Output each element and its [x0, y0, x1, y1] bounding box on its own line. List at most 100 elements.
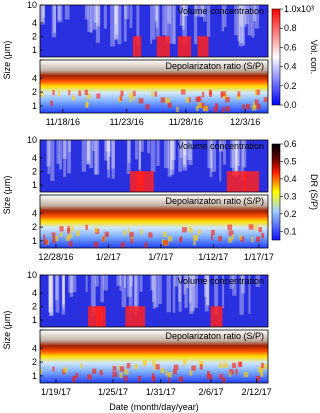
- texture: [52, 238, 56, 244]
- texture: [151, 275, 155, 302]
- texture: [221, 107, 225, 113]
- texture: [180, 89, 186, 95]
- texture: [144, 242, 148, 248]
- texture: [151, 91, 154, 97]
- colorbar-tick-label: 0.8: [284, 23, 297, 33]
- vol-field: [40, 5, 268, 57]
- texture: [182, 140, 186, 165]
- texture: [214, 103, 219, 109]
- texture: [140, 229, 143, 235]
- x-tick-label: 1/17/17: [244, 252, 274, 262]
- texture: [117, 5, 122, 45]
- x-tick-label: 2/6/17: [198, 387, 223, 397]
- y-tick-label: 2: [32, 166, 37, 176]
- texture: [40, 91, 44, 97]
- texture: [239, 275, 244, 315]
- texture: [239, 5, 244, 27]
- y-tick-label: 10: [27, 0, 37, 10]
- texture: [104, 140, 109, 161]
- texture: [183, 5, 189, 17]
- dr-field: [40, 60, 268, 113]
- texture: [197, 36, 209, 57]
- texture: [148, 232, 153, 238]
- texture: [167, 102, 172, 108]
- texture: [199, 5, 204, 18]
- texture: [235, 369, 238, 375]
- texture: [228, 230, 234, 236]
- texture: [136, 171, 154, 192]
- x-axis-label: Date (month/day/year): [109, 402, 199, 412]
- texture: [189, 228, 193, 234]
- texture: [211, 229, 215, 236]
- texture: [174, 275, 178, 287]
- texture: [182, 140, 187, 168]
- texture: [133, 90, 136, 97]
- texture: [255, 275, 261, 288]
- texture: [254, 99, 259, 105]
- texture: [112, 365, 117, 372]
- colorbar-tick-label: 0.2: [284, 81, 297, 91]
- texture: [230, 140, 235, 169]
- texture: [139, 275, 143, 292]
- panel-title: Depolarizaton ratio (S/P): [165, 196, 264, 206]
- texture: [197, 96, 202, 102]
- texture: [183, 275, 186, 295]
- texture: [177, 36, 192, 57]
- texture: [124, 369, 129, 375]
- texture: [154, 275, 159, 308]
- texture: [119, 275, 122, 291]
- texture: [229, 275, 234, 289]
- texture: [42, 5, 46, 18]
- texture: [232, 140, 237, 176]
- texture: [59, 231, 63, 238]
- colorbar-title: Vol. con.: [309, 40, 319, 75]
- y-tick-label: 1: [32, 180, 37, 190]
- y-tick-label: 4: [32, 18, 37, 28]
- texture: [232, 275, 237, 296]
- texture: [126, 362, 131, 369]
- texture: [126, 140, 131, 174]
- texture: [210, 374, 213, 380]
- texture: [218, 236, 223, 242]
- texture: [84, 89, 89, 96]
- texture: [134, 363, 138, 370]
- texture: [124, 275, 127, 288]
- texture: [238, 5, 244, 47]
- x-tick-label: 1/2/17: [96, 252, 121, 262]
- panel-title: Volume concentration: [177, 6, 264, 16]
- y-tick-label: 4: [32, 153, 37, 163]
- texture: [51, 232, 56, 238]
- texture: [133, 275, 139, 312]
- panel-frame: [39, 194, 269, 249]
- texture: [198, 360, 204, 367]
- texture: [96, 5, 101, 27]
- texture: [256, 236, 261, 242]
- y-tick-label: 4: [32, 288, 37, 298]
- texture: [96, 93, 101, 99]
- texture: [211, 140, 217, 172]
- texture: [178, 140, 183, 172]
- texture: [125, 306, 146, 327]
- colorbar-tick-label: 0.4: [284, 174, 297, 184]
- panel-frame: [39, 4, 269, 58]
- texture: [173, 369, 178, 375]
- texture: [186, 140, 192, 161]
- x-tick-label: 2/12/17: [242, 387, 272, 397]
- panel-frame: [39, 139, 269, 193]
- texture: [229, 371, 232, 377]
- colorbar-tick-label: 0.3: [284, 191, 297, 201]
- texture: [223, 140, 226, 165]
- texture: [206, 374, 211, 380]
- y-tick-label: 2: [32, 31, 37, 41]
- texture: [127, 227, 130, 234]
- texture: [62, 275, 65, 306]
- texture: [55, 275, 60, 313]
- texture: [239, 5, 244, 44]
- texture: [90, 5, 93, 34]
- texture: [209, 91, 212, 97]
- colorbar: [271, 8, 281, 106]
- texture: [188, 140, 193, 165]
- texture: [120, 242, 125, 248]
- texture: [87, 5, 92, 33]
